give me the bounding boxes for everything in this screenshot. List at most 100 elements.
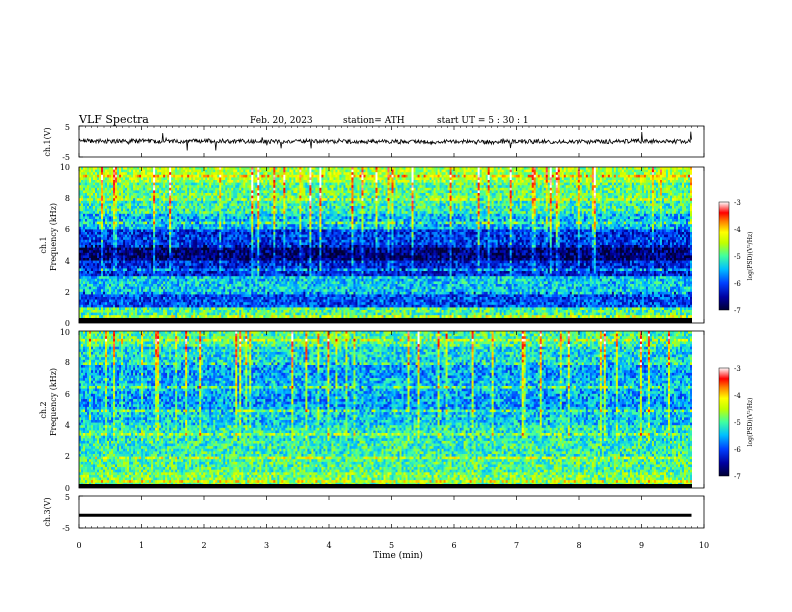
- spec-cell-1: [103, 253, 105, 256]
- spec-cell-1: [169, 255, 171, 258]
- spec-cell-1: [89, 255, 91, 258]
- spec-cell-1: [85, 190, 87, 193]
- spec-cell-1: [113, 242, 115, 245]
- spec-cell-1: [159, 214, 161, 217]
- spec-cell-1: [87, 188, 89, 191]
- spec-cell-1: [121, 188, 123, 191]
- spec-cell-1: [175, 261, 177, 264]
- spec-cell-1: [119, 287, 121, 290]
- spec-cell-1: [183, 315, 185, 318]
- spec-cell-1: [195, 245, 197, 248]
- spec-cell-1: [151, 310, 153, 313]
- spec-cell-1: [87, 180, 89, 183]
- spec-cell-1: [163, 289, 165, 292]
- spec-cell-1: [177, 170, 179, 173]
- spec-cell-1: [173, 310, 175, 313]
- spec-cell-1: [87, 248, 89, 251]
- spec-cell-1: [87, 266, 89, 269]
- spec-cell-1: [171, 172, 173, 175]
- spec-cell-1: [89, 193, 91, 196]
- spec-cell-1: [89, 237, 91, 240]
- spec-cell-1: [103, 289, 105, 292]
- spec-cell-1: [93, 258, 95, 261]
- spec-cell-1: [95, 289, 97, 292]
- spec-cell-1: [193, 180, 195, 183]
- spec-cell-1: [143, 216, 145, 219]
- spec-cell-1: [127, 268, 129, 271]
- spec-cell-1: [155, 177, 157, 180]
- spec-cell-1: [121, 224, 123, 227]
- spec-cell-1: [157, 248, 159, 251]
- spec-cell-1: [135, 279, 137, 282]
- spec-cell-1: [147, 261, 149, 264]
- spec-cell-1: [95, 263, 97, 266]
- spec-cell-1: [121, 255, 123, 258]
- spec-cell-1: [107, 222, 109, 225]
- spec-cell-1: [125, 261, 127, 264]
- spec-cell-1: [157, 240, 159, 243]
- spec-cell-1: [113, 177, 115, 180]
- spec-cell-1: [177, 190, 179, 193]
- spec-cell-1: [89, 287, 91, 290]
- spec-cell-1: [139, 206, 141, 209]
- spec-cell-1: [171, 268, 173, 271]
- spec-cell-1: [123, 175, 125, 178]
- spec-cell-1: [93, 281, 95, 284]
- spec-cell-1: [127, 310, 129, 313]
- spec-cell-1: [99, 263, 101, 266]
- spec-cell-1: [129, 193, 131, 196]
- spec-cell-1: [141, 266, 143, 269]
- spec-cell-1: [109, 172, 111, 175]
- spec-cell-1: [91, 227, 93, 230]
- spec-cell-1: [163, 276, 165, 279]
- spec-cell-1: [123, 206, 125, 209]
- spec-cell-1: [147, 222, 149, 225]
- spec-cell-1: [117, 206, 119, 209]
- spec-cell-1: [153, 229, 155, 232]
- spec-cell-1: [91, 313, 93, 316]
- spec-cell-1: [137, 287, 139, 290]
- spec-cell-1: [145, 193, 147, 196]
- spec-cell-1: [167, 297, 169, 300]
- spec-cell-1: [175, 300, 177, 303]
- spec-cell-1: [161, 216, 163, 219]
- spec-cell-1: [161, 300, 163, 303]
- spec-cell-1: [145, 274, 147, 277]
- spec-cell-1: [135, 235, 137, 238]
- spec-cell-1: [195, 268, 197, 271]
- spec-cell-1: [131, 229, 133, 232]
- spec-cell-1: [193, 188, 195, 191]
- spec-cell-1: [89, 183, 91, 186]
- spec-cell-1: [193, 279, 195, 282]
- spec-cell-1: [175, 211, 177, 214]
- spec-cell-1: [125, 248, 127, 251]
- spec-cell-1: [107, 193, 109, 196]
- spec-cell-1: [195, 227, 197, 230]
- spec-cell-1: [133, 216, 135, 219]
- spec-cell-1: [99, 261, 101, 264]
- spec-cell-1: [131, 185, 133, 188]
- spec-cell-1: [187, 294, 189, 297]
- spec-cell-1: [151, 219, 153, 222]
- spec-cell-1: [109, 196, 111, 199]
- spec-cell-1: [95, 183, 97, 186]
- spec-cell-1: [159, 302, 161, 305]
- spec-cell-1: [165, 276, 167, 279]
- spec-cell-1: [91, 224, 93, 227]
- spec-cell-1: [109, 297, 111, 300]
- spec-cell-1: [191, 227, 193, 230]
- spec-cell-1: [181, 188, 183, 191]
- spec-cell-1: [159, 313, 161, 316]
- spec-cell-1: [125, 276, 127, 279]
- spec-cell-1: [101, 255, 103, 258]
- spec-cell-1: [157, 313, 159, 316]
- spec-cell-1: [183, 274, 185, 277]
- spec-cell-1: [185, 245, 187, 248]
- spec-cell-1: [81, 284, 83, 287]
- spec-cell-1: [139, 305, 141, 308]
- spec-cell-1: [129, 190, 131, 193]
- spec-cell-1: [153, 310, 155, 313]
- spec-cell-1: [167, 240, 169, 243]
- spec-cell-1: [189, 177, 191, 180]
- spec-cell-1: [119, 198, 121, 201]
